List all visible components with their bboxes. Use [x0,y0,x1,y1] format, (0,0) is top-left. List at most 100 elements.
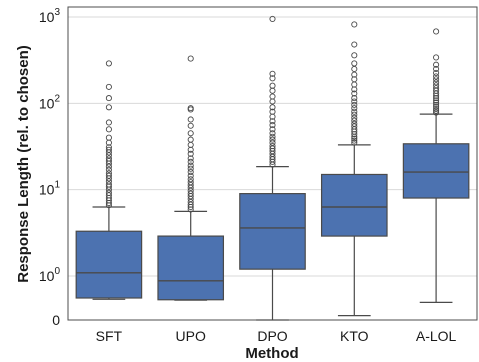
y-tick-label: 102 [39,93,61,111]
outlier-point [351,65,358,73]
outlier-point [433,28,440,35]
iqr-box [157,235,225,301]
outlier-point [187,172,194,179]
outlier-point [351,71,358,78]
outlier-point [433,65,440,73]
y-tick-labels: 0 100 101 102 103 [39,7,61,328]
outlier-point [187,165,194,172]
plot-frame [67,6,478,321]
outlier-point [433,61,440,68]
outlier-point [269,93,276,100]
y-axis-label: Response Length (rel. to chosen) [15,45,32,283]
outlier-point [351,139,358,146]
outlier-point [269,108,276,115]
outlier-point [351,135,358,142]
outlier-point [433,95,440,102]
box-series [75,15,470,321]
outlier-point [351,98,358,105]
outlier-point [105,146,112,153]
outlier-point [269,104,276,111]
outlier-point [433,109,440,116]
outlier-point [269,15,276,22]
outlier-point [351,90,358,97]
box-dpo [239,15,306,321]
outlier-point [433,69,440,76]
outlier-point [187,201,194,208]
outlier-point [351,101,358,108]
outlier-point [351,41,358,48]
outlier-point [105,172,112,179]
outlier-point [433,97,440,104]
outlier-point [269,70,276,77]
outlier-point [351,111,358,118]
y-tick-label: 0 [52,312,60,328]
outlier-point [105,181,112,188]
outlier-point [269,82,276,89]
outlier-point [105,144,112,151]
outlier-point [433,107,440,114]
outlier-point [433,101,440,108]
outlier-point [351,120,358,127]
outlier-point [351,52,358,59]
iqr-box [320,173,388,237]
outlier-point [187,168,194,176]
x-tick-label: A-LOL [416,328,457,344]
outlier-point [351,137,358,144]
outlier-point [105,104,112,111]
x-tick-label: SFT [96,328,123,344]
outlier-point [187,155,194,162]
outlier-point [269,136,276,143]
outlier-point [105,60,112,67]
outlier-point [433,85,440,92]
outlier-point [433,103,440,110]
outlier-point [187,190,194,197]
outlier-point [187,105,194,112]
outlier-point [351,114,358,121]
box-a-lol [402,28,470,303]
y-tick-label: 103 [39,7,61,25]
outlier-point [433,79,440,86]
outlier-point [269,143,276,150]
outlier-point [269,87,276,94]
outlier-point [269,139,276,146]
outlier-point [187,176,194,183]
outlier-point [105,166,112,173]
x-tick-label: DPO [257,328,287,344]
outlier-point [187,130,194,137]
outlier-point [187,182,194,189]
box-sft [75,60,143,300]
iqr-box [75,230,143,299]
y-tick-label: 100 [39,266,61,284]
outlier-point [105,157,112,165]
outlier-point [351,95,358,102]
outlier-point [351,108,358,115]
outlier-point [351,123,358,130]
outlier-point [269,130,276,137]
box-kto [320,21,388,317]
outlier-point [269,126,276,133]
outlier-point [351,76,358,83]
outlier-point [187,198,194,206]
outlier-point [269,153,276,160]
outlier-point [105,119,112,126]
iqr-box [239,193,306,270]
y-tick-label: 101 [39,180,61,198]
outlier-point [105,155,112,162]
x-tick-labels: SFT UPO DPO KTO A-LOL [96,328,457,344]
outlier-point [187,162,194,169]
outlier-point [187,116,194,123]
box-upo [157,55,225,301]
outlier-point [105,192,112,199]
outlier-point [187,122,194,129]
iqr-box [402,143,470,199]
outlier-point [187,150,194,157]
x-axis-label: Method [245,345,298,362]
outlier-point [351,117,358,124]
outlier-point [187,179,194,186]
outlier-point [269,133,276,140]
outlier-point [269,145,276,152]
outlier-point [433,82,440,89]
outlier-point [105,134,112,141]
outlier-point [351,60,358,67]
